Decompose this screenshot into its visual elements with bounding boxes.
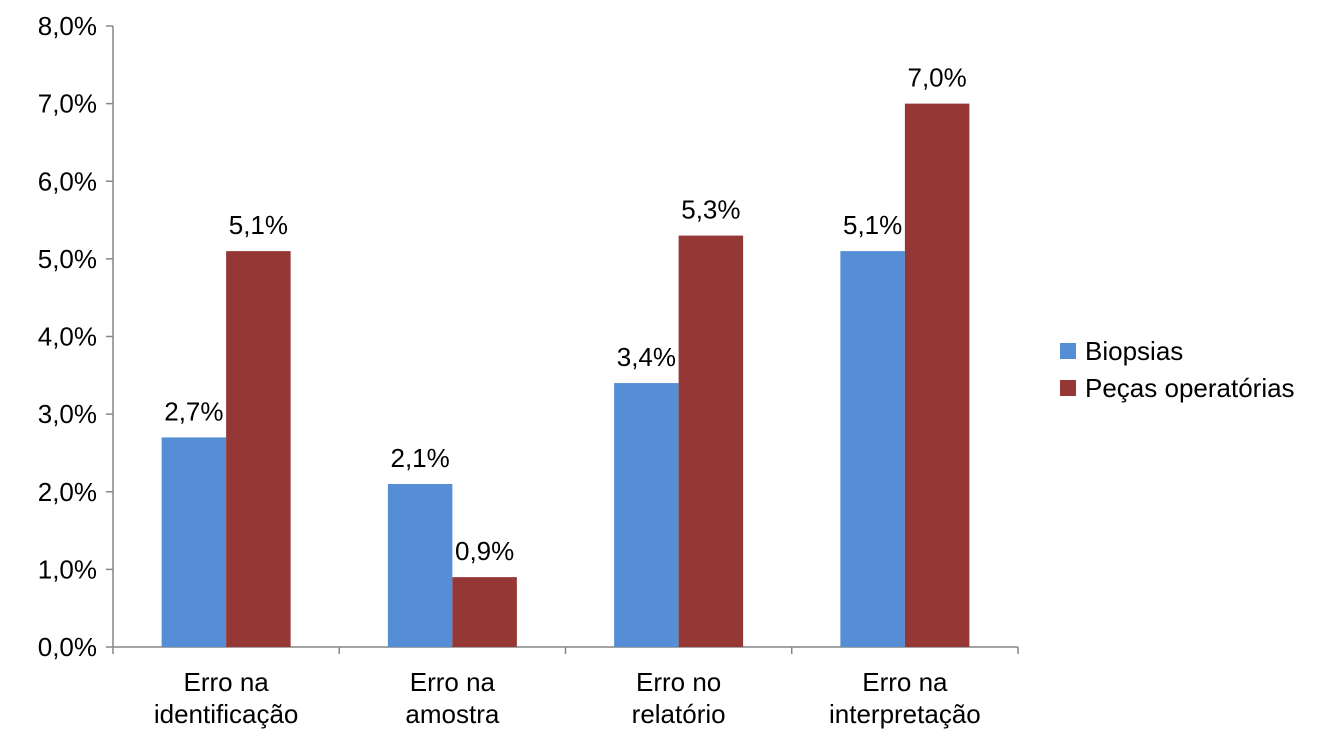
y-tick-label: 8,0% [38, 11, 97, 41]
y-tick-label: 6,0% [38, 166, 97, 196]
bar-biopsias [387, 483, 453, 647]
y-tick-label: 5,0% [38, 244, 97, 274]
bar-biopsias [161, 437, 227, 647]
y-tick-label: 0,0% [38, 632, 97, 662]
bars [161, 103, 970, 648]
bar-biopsias [840, 251, 905, 648]
legend-swatch [1060, 380, 1076, 396]
y-tick-label: 2,0% [38, 477, 97, 507]
data-label: 3,4% [617, 342, 676, 372]
legend-swatch [1060, 343, 1076, 359]
legend-label: Peças operatórias [1085, 373, 1295, 403]
x-category-label: Erro no relatório [632, 667, 726, 729]
x-category-label: Erro na interpretação [829, 667, 981, 729]
bar-pecas-operatorias [226, 251, 291, 648]
legend-label: Biopsias [1085, 336, 1183, 366]
x-category-label: Erro na identificação [154, 667, 299, 729]
bar-pecas-operatorias [678, 235, 744, 647]
y-tick-label: 1,0% [38, 554, 97, 584]
bar-pecas-operatorias [904, 103, 970, 647]
x-axis: Erro na identificação Erro na amostra Erro n… [112, 646, 1019, 729]
data-labels: 2,7% 5,1% 2,1% 0,9% 3,4% 5,3% 5,1% 7,0% [164, 63, 967, 567]
y-axis: 0,0% 1,0% 2,0% 3,0% 4,0% 5,0% 6,0% 7,0% 8,0% [38, 11, 114, 662]
y-tick-label: 4,0% [38, 322, 97, 352]
y-tick-label: 7,0% [38, 89, 97, 119]
data-label: 5,3% [681, 195, 740, 225]
data-label: 5,1% [229, 210, 288, 240]
data-label: 2,7% [164, 396, 223, 426]
y-tick-label: 3,0% [38, 399, 97, 429]
bar-biopsias [614, 383, 679, 647]
bar-pecas-operatorias [452, 577, 517, 647]
x-category-label: Erro na amostra [405, 667, 499, 729]
data-label: 5,1% [843, 210, 902, 240]
data-label: 7,0% [907, 63, 966, 93]
data-label: 0,9% [455, 536, 514, 566]
legend: Biopsias Peças operatórias [1060, 336, 1295, 403]
data-label: 2,1% [390, 443, 449, 473]
